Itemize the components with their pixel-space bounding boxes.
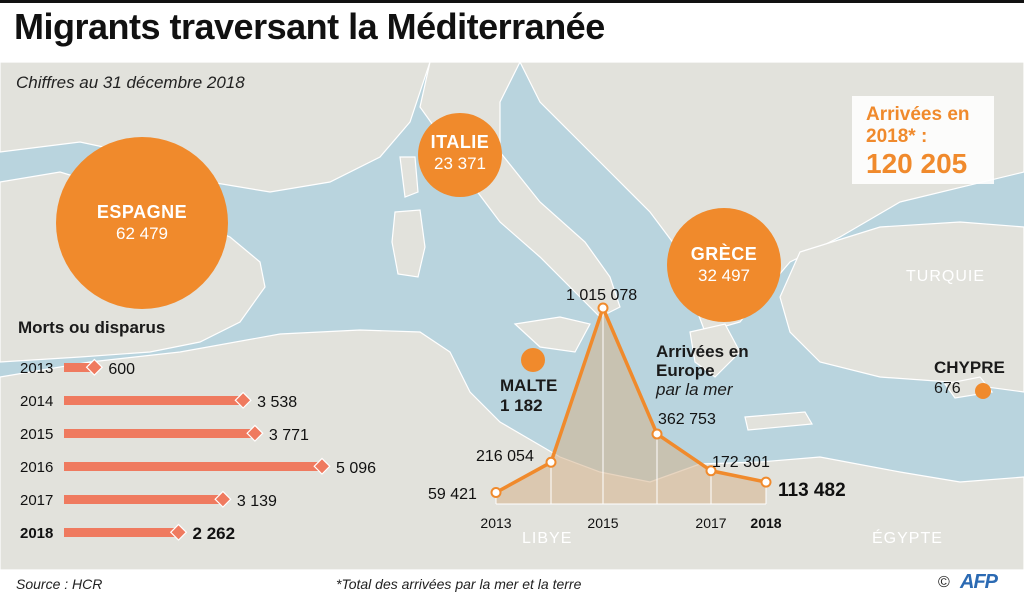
bubble-label-espagne: ESPAGNE 62 479 (82, 202, 202, 244)
area-point-2018 (760, 476, 772, 488)
page-subtitle: Chiffres au 31 décembre 2018 (16, 73, 245, 92)
bubble-label-italie: ITALIE 23 371 (410, 132, 510, 174)
bubble-name-chypre: CHYPRE (934, 358, 1005, 377)
bubble-espagne (56, 137, 228, 309)
area-fill (496, 308, 766, 504)
bar-value-label: 3 771 (269, 427, 309, 444)
copyright-symbol: © (938, 574, 950, 591)
bubble-value-chypre: 676 (934, 380, 961, 397)
bar-year-label: 2018 (20, 525, 53, 542)
bubble-value: 32 497 (698, 266, 750, 285)
deaths-bar-chart: 2013 600 2014 3 538 2015 3 771 2016 5 096 2017 3 … (20, 358, 376, 543)
bar-marker-2015 (246, 424, 264, 442)
bar-marker-2018 (169, 523, 188, 541)
bar-year-label: 2015 (20, 426, 53, 443)
bubble-value: 62 479 (116, 224, 168, 243)
bubble-malte (521, 348, 545, 372)
area-point-2016 (651, 428, 663, 440)
area-value-label: 216 054 (476, 448, 534, 465)
country-label-libye: LIBYE (522, 530, 573, 547)
top-rule (0, 0, 1024, 3)
bar-year-label: 2017 (20, 492, 53, 509)
area-point-2015 (597, 302, 609, 314)
arrivals-2018-box (852, 96, 994, 184)
footnote: *Total des arrivées par la mer et la ter… (336, 576, 582, 592)
bubble-value: 1 182 (500, 396, 543, 415)
bar-marker-2013 (85, 358, 104, 376)
bubble-label-malte: MALTE 1 182 (500, 376, 557, 416)
bar-marker-2014 (234, 391, 252, 409)
bar-2014 (64, 396, 244, 405)
area-value-label: 362 753 (658, 411, 716, 428)
bar-2018 (64, 528, 179, 537)
bar-2017 (64, 495, 223, 504)
area-value-label: 113 482 (778, 480, 846, 501)
area-tick-label: 2015 (587, 515, 618, 531)
arrivals-chart-subtitle: par la mer (656, 380, 733, 399)
country-label-egypte: ÉGYPTE (872, 530, 943, 547)
bar-value-label: 2 262 (193, 524, 236, 543)
source-note: Source : HCR (16, 576, 103, 592)
bar-year-label: 2016 (20, 459, 53, 476)
bubble-name: ESPAGNE (96, 202, 188, 222)
afp-logo: AFP (960, 571, 998, 593)
bar-value-label: 5 096 (336, 460, 376, 477)
bar-year-label: 2013 (20, 360, 53, 377)
area-point-2014 (545, 456, 557, 468)
bubble-name: GRÈCE (690, 244, 758, 264)
bar-value-label: 3 139 (237, 493, 277, 510)
bubble-italie (418, 113, 502, 197)
bar-marker-2016 (313, 457, 331, 475)
area-point-2017 (705, 465, 717, 477)
area-value-label: 1 015 078 (566, 287, 637, 304)
area-point-2013 (490, 487, 502, 499)
bar-2013 (64, 363, 95, 372)
bubble-chypre (975, 383, 991, 399)
bubble-name: MALTE (500, 376, 558, 395)
arrivals-2018-label: Arrivées en 2018* : (866, 104, 970, 147)
bar-marker-2017 (214, 490, 232, 508)
area-line (495, 306, 767, 495)
bubble-name: ITALIE (430, 132, 490, 152)
bar-2015 (64, 429, 255, 438)
country-label-turquie: TURQUIE (906, 268, 985, 285)
area-tick-label: 2018 (750, 515, 781, 531)
footer (0, 570, 1024, 607)
bubble-grece (667, 208, 781, 322)
bar-value-label: 3 538 (257, 394, 297, 411)
deaths-chart-title: Morts ou disparus (18, 318, 166, 337)
bar-value-label: 600 (108, 361, 135, 378)
arrivals-2018-value: 120 205 (866, 148, 968, 179)
area-value-label: 172 301 (712, 454, 770, 471)
area-value-label: 59 421 (428, 486, 477, 503)
bubble-label-grece: GRÈCE 32 497 (674, 244, 774, 286)
arrivals-chart-title: Arrivées en Europe (656, 342, 749, 380)
bar-year-label: 2014 (20, 393, 53, 410)
bar-2016 (64, 462, 322, 471)
page-title: Migrants traversant la Méditerranée (14, 6, 605, 47)
area-tick-label: 2013 (480, 515, 511, 531)
area-tick-label: 2017 (695, 515, 726, 531)
bubble-value: 23 371 (434, 154, 486, 173)
